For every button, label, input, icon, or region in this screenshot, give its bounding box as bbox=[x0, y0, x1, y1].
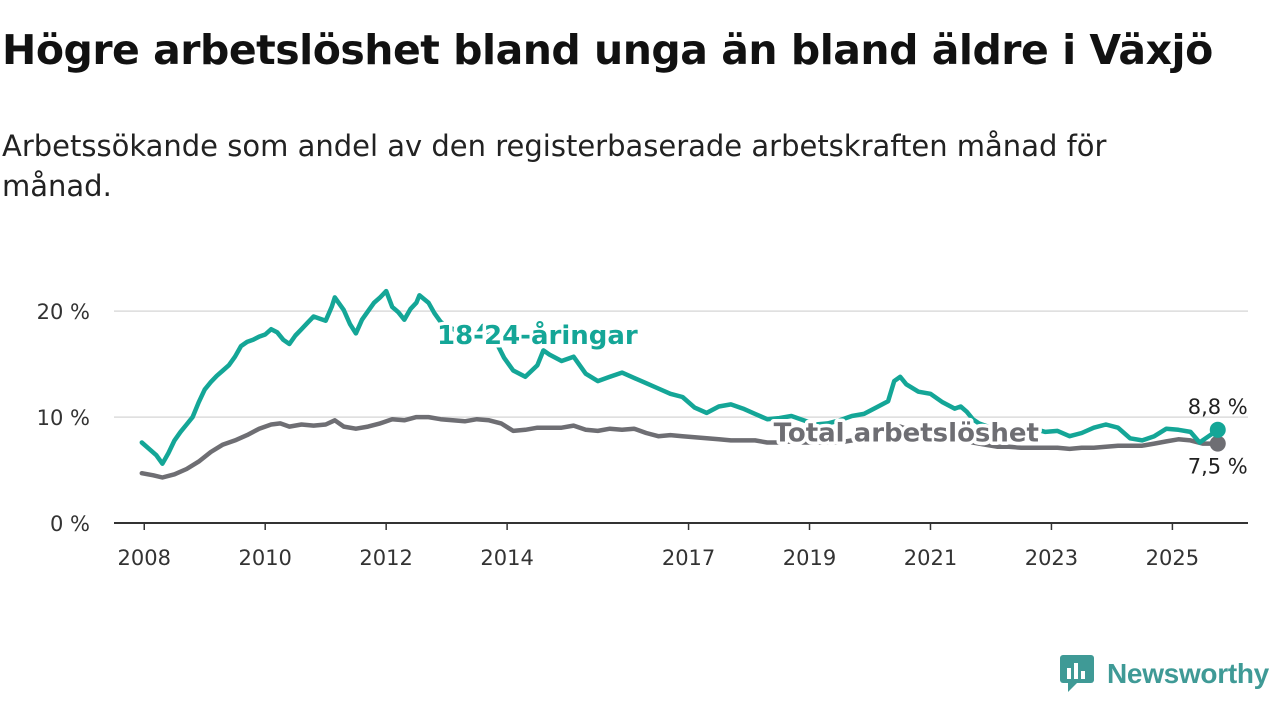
x-tick-label: 2012 bbox=[359, 546, 412, 570]
end-label-youth: 8,8 % bbox=[1188, 395, 1248, 419]
end-point-total bbox=[1209, 435, 1226, 452]
y-tick-label: 20 % bbox=[37, 300, 90, 324]
x-tick-label: 2014 bbox=[480, 546, 533, 570]
brand-logo: Newsworthy bbox=[1059, 654, 1269, 694]
chart-subtitle: Arbetssökande som andel av den registerb… bbox=[2, 129, 1107, 203]
y-tick-label: 0 % bbox=[50, 512, 90, 536]
series-line-youth bbox=[139, 288, 1221, 466]
newsworthy-logo-icon bbox=[1060, 655, 1094, 692]
chart-title: Högre arbetslöshet bland unga än bland ä… bbox=[2, 26, 1213, 74]
x-tick-label: 2017 bbox=[662, 546, 715, 570]
x-tick-label: 2023 bbox=[1025, 546, 1078, 570]
x-tick-label: 2010 bbox=[238, 546, 291, 570]
x-tick-label: 2008 bbox=[118, 546, 171, 570]
series-label-youth: 18-24-åringar bbox=[437, 319, 638, 351]
x-tick-label: 2019 bbox=[783, 546, 836, 570]
series-line-total bbox=[139, 414, 1221, 480]
x-tick-label: 2025 bbox=[1146, 546, 1199, 570]
end-label-total: 7,5 % bbox=[1188, 455, 1248, 479]
x-tick-label: 2021 bbox=[904, 546, 957, 570]
series-label-total: Total arbetslöshet bbox=[774, 418, 1039, 448]
end-point-youth bbox=[1209, 421, 1226, 438]
brand-name: Newsworthy bbox=[1107, 658, 1269, 689]
y-tick-label: 10 % bbox=[37, 406, 90, 430]
